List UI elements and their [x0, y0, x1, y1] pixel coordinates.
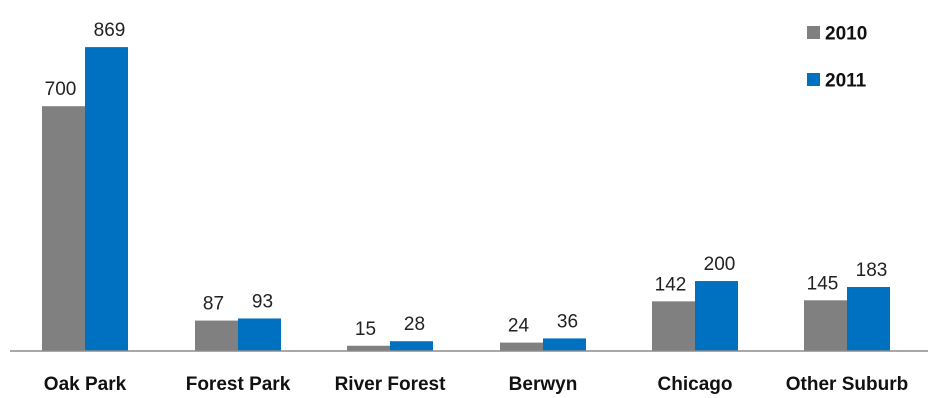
bar-other-suburb-2011 [847, 287, 890, 351]
bar-chicago-2011 [695, 281, 738, 351]
category-label-oak-park: Oak Park [44, 374, 127, 395]
bar-oak-park-2010 [42, 106, 85, 352]
legend-swatch-2010 [807, 26, 820, 39]
bar-river-forest-2010 [347, 345, 390, 351]
bar-other-suburb-2010 [804, 300, 847, 351]
data-label-forest-park-2010: 87 [203, 294, 224, 315]
bar-river-forest-2011 [390, 341, 433, 351]
data-label-forest-park-2011: 93 [252, 291, 273, 312]
data-label-berwyn-2011: 36 [557, 311, 578, 332]
data-label-oak-park-2011: 869 [94, 20, 126, 41]
data-label-river-forest-2010: 15 [355, 319, 376, 340]
category-label-chicago: Chicago [658, 374, 733, 395]
bar-chicago-2010 [652, 301, 695, 351]
data-label-berwyn-2010: 24 [508, 316, 530, 337]
data-label-river-forest-2011: 28 [404, 314, 425, 335]
category-label-forest-park: Forest Park [186, 374, 291, 395]
category-label-other-suburb: Other Suburb [786, 374, 908, 395]
data-label-other-suburb-2011: 183 [856, 260, 888, 281]
data-labels-group: 700 869 87 93 15 28 24 36 142 200 145 183 [45, 20, 888, 340]
bars-group [42, 47, 890, 352]
legend-label-2010: 2010 [825, 24, 867, 45]
bar-berwyn-2011 [543, 338, 586, 351]
bar-berwyn-2010 [500, 342, 543, 351]
category-label-berwyn: Berwyn [509, 374, 578, 395]
legend-swatch-2011 [807, 73, 820, 86]
category-labels-group: Oak Park Forest Park River Forest Berwyn Chi… [44, 374, 908, 395]
bar-forest-park-2010 [195, 320, 238, 351]
category-label-river-forest: River Forest [335, 374, 447, 395]
bar-forest-park-2011 [238, 318, 281, 351]
data-label-other-suburb-2010: 145 [807, 273, 839, 294]
legend: 2010 2011 [807, 24, 867, 92]
data-label-chicago-2010: 142 [655, 274, 687, 295]
data-label-chicago-2011: 200 [704, 254, 736, 275]
bar-oak-park-2011 [85, 47, 128, 352]
legend-label-2011: 2011 [825, 71, 867, 92]
data-label-oak-park-2010: 700 [45, 79, 77, 100]
